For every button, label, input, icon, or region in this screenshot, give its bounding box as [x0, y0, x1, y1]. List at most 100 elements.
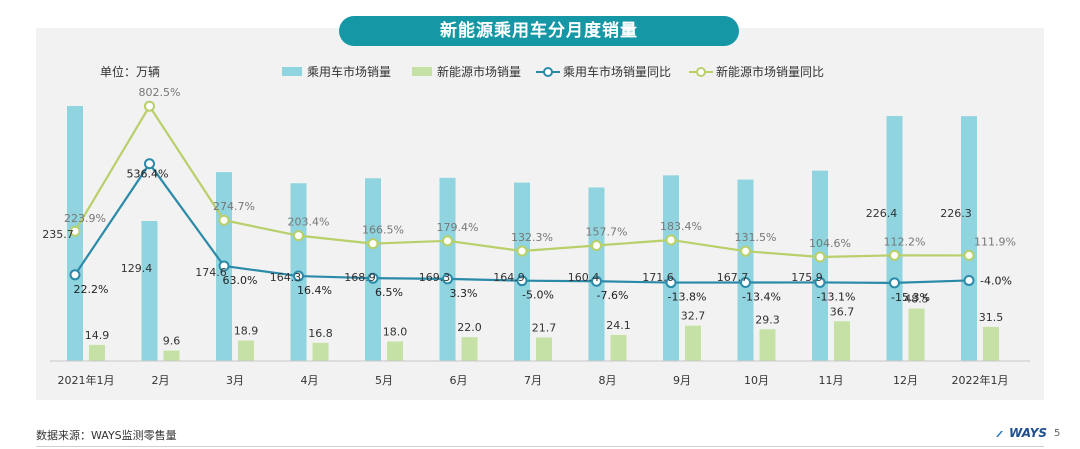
bar-passenger-9	[737, 179, 754, 361]
legend-swatch-0	[282, 67, 302, 76]
x-tick-3: 4月	[301, 374, 319, 387]
label-passenger-yoy-7: -7.6%	[597, 289, 629, 302]
x-tick-10: 11月	[819, 374, 844, 387]
x-tick-11: 12月	[893, 374, 918, 387]
label-passenger-yoy-3: 16.4%	[297, 284, 332, 297]
label-nev-12: 31.5	[979, 311, 1004, 324]
bar-nev-4	[387, 341, 403, 361]
label-passenger-5: 169.3	[419, 271, 451, 284]
x-tick-4: 5月	[375, 374, 393, 387]
label-nev-1: 9.6	[163, 335, 181, 348]
label-nev-7: 24.1	[606, 319, 631, 332]
label-passenger-yoy-11: -15.3%	[891, 291, 930, 304]
label-passenger-9: 167.7	[717, 271, 749, 284]
legend-marker-3	[696, 67, 706, 77]
legend-marker-2	[543, 67, 553, 77]
bar-nev-1	[163, 350, 180, 361]
point-passenger-yoy-2	[218, 260, 230, 272]
point-nev-yoy-11	[889, 249, 900, 261]
point-nev-yoy-1	[144, 100, 155, 112]
label-nev-2: 18.9	[234, 325, 259, 338]
line-series	[69, 100, 975, 289]
label-nev-9: 29.3	[755, 313, 780, 326]
label-nev-6: 21.7	[532, 322, 557, 335]
label-passenger-11: 226.4	[866, 207, 898, 220]
label-passenger-yoy-8: -13.8%	[668, 291, 707, 304]
point-nev-yoy-2	[218, 214, 230, 226]
ways-logo: WAYS	[1009, 426, 1048, 440]
point-passenger-yoy-1	[144, 158, 155, 170]
x-tick-9: 10月	[744, 374, 769, 387]
point-nev-yoy-9	[740, 245, 751, 257]
label-passenger-3: 164.3	[270, 271, 302, 284]
x-tick-0: 2021年1月	[58, 373, 115, 387]
point-passenger-yoy-7	[591, 275, 602, 287]
point-nev-yoy-7	[591, 240, 602, 252]
bar-passenger-1	[141, 221, 158, 361]
label-nev-yoy-0: 223.9%	[64, 212, 106, 225]
x-tick-12: 2022年1月	[952, 373, 1009, 387]
x-tick-8: 9月	[673, 374, 691, 387]
label-passenger-yoy-1: 536.4%	[127, 168, 169, 181]
bar-passenger-4	[365, 178, 381, 361]
point-passenger-yoy-0	[69, 269, 81, 281]
bar-nev-9	[759, 329, 776, 361]
bar-series-nev	[89, 308, 999, 361]
legend-label-2: 乘用车市场销量同比	[563, 64, 671, 79]
label-nev-yoy-7: 157.7%	[586, 226, 628, 239]
unit-label: 单位：万辆	[100, 64, 160, 79]
bar-nev-7	[610, 334, 627, 361]
label-nev-yoy-8: 183.4%	[660, 220, 702, 233]
legend-label-1: 新能源市场销量	[437, 64, 521, 79]
point-passenger-yoy-4	[367, 272, 379, 284]
point-passenger-yoy-8	[665, 277, 677, 289]
label-passenger-yoy-4: 6.5%	[375, 286, 403, 299]
label-nev-yoy-11: 112.2%	[884, 235, 926, 248]
label-nev-yoy-10: 104.6%	[809, 237, 851, 250]
label-nev-3: 16.8	[308, 327, 333, 340]
label-nev-yoy-6: 132.3%	[511, 231, 553, 244]
label-nev-yoy-9: 131.5%	[735, 231, 777, 244]
legend-label-3: 新能源市场销量同比	[716, 64, 824, 79]
bar-nev-2	[238, 340, 254, 361]
point-passenger-yoy-3	[293, 270, 304, 282]
label-passenger-yoy-9: -13.4%	[742, 290, 781, 303]
point-passenger-yoy-9	[740, 276, 751, 288]
ways-logo-icon	[996, 431, 1003, 437]
x-tick-6: 7月	[524, 374, 542, 387]
label-passenger-yoy-6: -5.0%	[522, 289, 554, 302]
label-nev-0: 14.9	[85, 329, 110, 342]
legend-label-0: 乘用车市场销量	[307, 64, 391, 79]
bar-nev-5	[461, 337, 478, 361]
label-nev-yoy-5: 179.4%	[437, 221, 479, 234]
data-source: 数据来源：WAYS监测零售量	[36, 429, 177, 442]
point-nev-yoy-8	[665, 234, 677, 246]
label-nev-yoy-1: 802.5%	[139, 86, 181, 99]
label-nev-10: 36.7	[830, 305, 855, 318]
label-nev-11: 48.5	[904, 293, 929, 306]
label-nev-yoy-3: 203.4%	[288, 216, 330, 229]
point-passenger-yoy-5	[442, 273, 453, 285]
data-labels: 235.7 14.9 129.4 9.6 174.6 18.9 164.3 16.8 168.9…	[42, 86, 1016, 347]
label-nev-5: 22.0	[457, 321, 482, 334]
point-nev-yoy-0	[69, 225, 81, 237]
bar-passenger-6	[514, 182, 530, 361]
legend-swatch-1	[412, 67, 432, 76]
bar-nev-0	[89, 344, 105, 361]
label-passenger-yoy-0: 22.2%	[74, 283, 109, 296]
footer-rule	[36, 446, 1044, 447]
bar-nev-10	[834, 321, 850, 361]
bar-nev-8	[685, 325, 701, 361]
bar-nev-3	[312, 342, 329, 361]
bar-passenger-10	[812, 170, 828, 361]
x-tick-2: 3月	[226, 374, 244, 387]
bar-passenger-8	[663, 175, 679, 361]
label-passenger-yoy-10: -13.1%	[817, 290, 856, 303]
label-nev-yoy-2: 274.7%	[213, 200, 255, 213]
point-nev-yoy-12	[963, 249, 975, 261]
page-number: 5	[1054, 428, 1061, 439]
point-passenger-yoy-6	[516, 275, 528, 287]
bar-nev-12	[983, 326, 999, 361]
point-passenger-yoy-11	[889, 277, 900, 289]
point-nev-yoy-4	[367, 238, 379, 250]
